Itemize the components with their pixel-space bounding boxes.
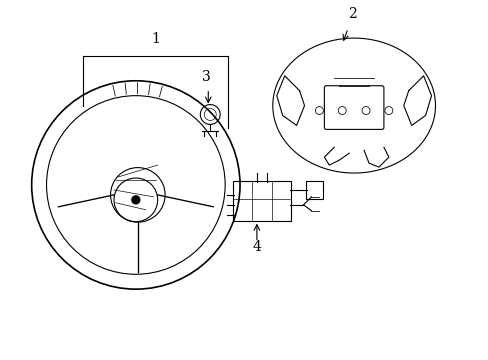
- Text: 2: 2: [347, 7, 356, 21]
- Text: 4: 4: [252, 240, 261, 255]
- Text: 1: 1: [151, 32, 160, 46]
- Text: 3: 3: [202, 70, 210, 84]
- Circle shape: [132, 196, 140, 204]
